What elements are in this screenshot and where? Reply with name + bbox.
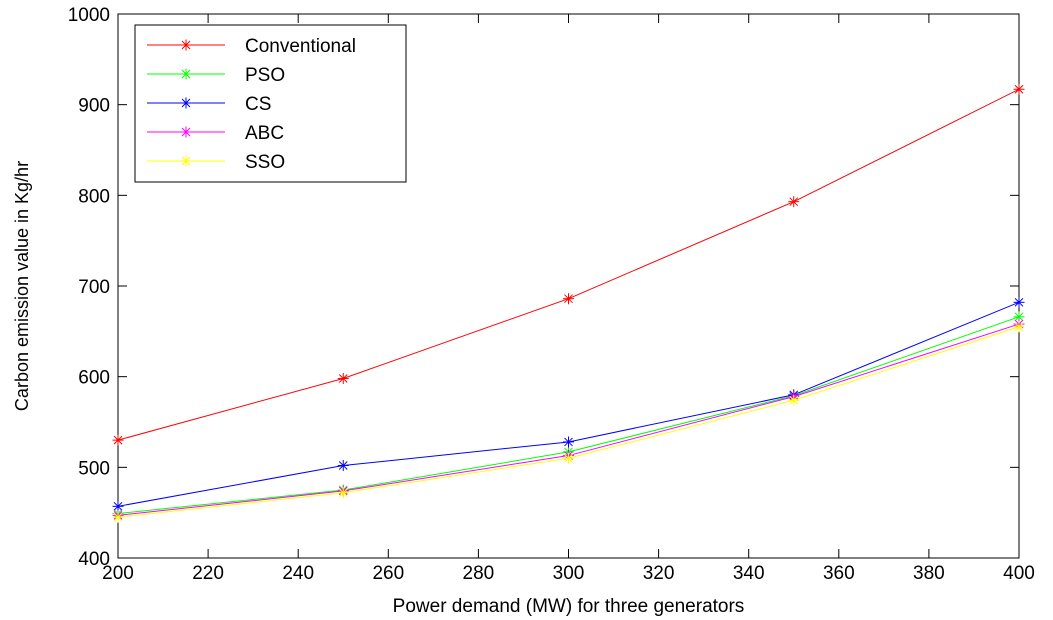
legend-marker	[180, 68, 192, 80]
x-tick-label: 360	[823, 563, 855, 584]
series-group	[112, 83, 1025, 523]
series-sso	[112, 321, 1025, 523]
legend-label: Conventional	[245, 36, 356, 57]
data-point	[788, 394, 800, 406]
x-tick-label: 380	[913, 563, 945, 584]
data-point	[1013, 296, 1025, 308]
y-tick-label: 900	[78, 96, 110, 117]
x-axis-label: Power demand (MW) for three generators	[393, 596, 745, 617]
legend-label: PSO	[245, 65, 285, 86]
legend-label: SSO	[245, 152, 285, 173]
y-tick-label: 1000	[68, 5, 110, 26]
data-point	[563, 293, 574, 305]
y-tick-label: 400	[78, 549, 110, 570]
x-tick-label: 200	[102, 563, 134, 584]
data-point	[1013, 83, 1025, 95]
x-tick-label: 320	[643, 563, 675, 584]
legend-marker	[180, 97, 192, 109]
x-tick-label: 220	[192, 563, 224, 584]
legend-entry: ABC	[147, 123, 284, 144]
legend-entry: SSO	[147, 152, 285, 173]
data-point	[563, 452, 574, 464]
legend-marker	[180, 126, 192, 138]
data-point	[563, 436, 574, 448]
axis-ticks: 200 220 240 260 280 300 320 340 360 380 400 400 500 6…	[68, 5, 1035, 584]
legend-label: ABC	[245, 123, 284, 144]
data-point	[337, 372, 349, 384]
x-tick-label: 340	[733, 563, 765, 584]
legend-marker	[180, 39, 192, 51]
y-tick-label: 800	[78, 186, 110, 207]
data-point	[1013, 321, 1025, 333]
legend: Conventional PSO CS ABC SSO	[134, 24, 407, 183]
legend-entry: CS	[147, 94, 271, 115]
y-tick-label: 700	[78, 277, 110, 298]
x-tick-label: 260	[372, 563, 404, 584]
x-tick-label: 280	[463, 563, 495, 584]
legend-marker	[180, 155, 192, 167]
data-point	[337, 487, 349, 499]
legend-entry: PSO	[147, 65, 285, 86]
x-tick-label: 400	[1003, 563, 1035, 584]
data-point	[788, 196, 800, 208]
data-point	[112, 434, 124, 446]
x-tick-label: 240	[282, 563, 314, 584]
y-tick-label: 600	[78, 368, 110, 389]
y-tick-label: 500	[78, 458, 110, 479]
x-tick-label: 300	[553, 563, 585, 584]
data-point	[337, 460, 349, 472]
legend-label: CS	[245, 94, 271, 115]
y-axis-label: Carbon emission value in Kg/hr	[12, 161, 32, 411]
data-point	[112, 511, 124, 523]
legend-entry: Conventional	[147, 36, 356, 57]
series-conventional	[112, 83, 1025, 446]
